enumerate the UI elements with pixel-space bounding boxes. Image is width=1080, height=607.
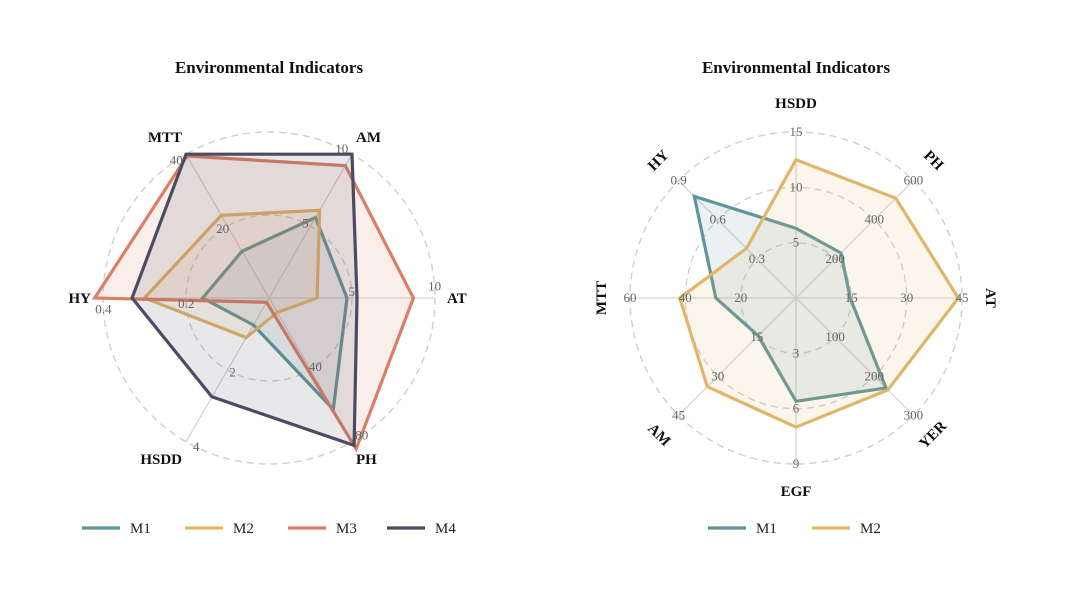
tick-label-ph: 600 bbox=[904, 173, 924, 188]
chart-title-left: Environmental Indicators bbox=[175, 58, 364, 77]
radar-chart-right: Environmental Indicators 5 10 15 200 400 600 1… bbox=[594, 58, 998, 537]
legend-label-m2: M2 bbox=[860, 521, 881, 537]
tick-label-egf: 6 bbox=[793, 401, 800, 416]
axis-label-at: AT bbox=[982, 288, 998, 308]
tick-label-mtt: 20 bbox=[216, 221, 229, 236]
legend-item-m4: M4 bbox=[387, 521, 456, 537]
legend-item-m2: M2 bbox=[812, 521, 881, 537]
tick-label-egf: 9 bbox=[793, 456, 800, 471]
legend-label-m4: M4 bbox=[435, 521, 456, 537]
axis-spoke bbox=[268, 153, 353, 299]
series-m3-area bbox=[91, 154, 416, 453]
axis-spoke bbox=[185, 153, 270, 299]
axis-spoke bbox=[185, 297, 270, 443]
axis-label-hsdd: HSDD bbox=[775, 96, 817, 112]
tick-label-hy: 0.9 bbox=[670, 173, 686, 188]
chart-title-right: Environmental Indicators bbox=[702, 58, 891, 77]
tick-label-yer: 100 bbox=[825, 329, 845, 344]
legend-item-m3: M3 bbox=[288, 521, 357, 537]
axis-label-mtt: MTT bbox=[148, 130, 182, 146]
tick-label-hy: 0.4 bbox=[95, 302, 112, 317]
axis-label-mtt: MTT bbox=[594, 281, 610, 315]
tick-label-hsdd: 2 bbox=[229, 365, 236, 380]
tick-label-hsdd: 10 bbox=[790, 179, 803, 194]
tick-label-mtt: 60 bbox=[624, 290, 637, 305]
tick-label-ph: 40 bbox=[309, 359, 322, 374]
axis-label-egf: EGF bbox=[781, 484, 812, 500]
tick-label-am: 30 bbox=[711, 368, 724, 383]
tick-label-am: 5 bbox=[302, 215, 309, 230]
tick-label-hsdd: 15 bbox=[790, 124, 803, 139]
axis-label-yer: YER bbox=[916, 418, 950, 452]
tick-label-at: 5 bbox=[349, 284, 356, 299]
legend-label-m3: M3 bbox=[336, 521, 357, 537]
tick-label-at: 30 bbox=[900, 290, 913, 305]
legend-label-m1: M1 bbox=[756, 521, 777, 537]
legend-label-m1: M1 bbox=[130, 521, 151, 537]
tick-label-mtt: 20 bbox=[734, 290, 747, 305]
series-m1-area bbox=[692, 193, 889, 404]
legend-item-m2: M2 bbox=[185, 521, 254, 537]
tick-label-yer: 200 bbox=[865, 368, 885, 383]
tick-label-hsdd: 4 bbox=[193, 439, 200, 454]
series-m2-area bbox=[677, 157, 961, 429]
tick-label-am: 45 bbox=[672, 407, 685, 422]
tick-label-egf: 3 bbox=[793, 345, 800, 360]
axis-label-hy: HY bbox=[645, 147, 672, 174]
tick-label-at: 45 bbox=[956, 290, 969, 305]
tick-label-hy: 0.2 bbox=[178, 296, 194, 311]
axis-spoke bbox=[678, 297, 797, 416]
tick-label-hy: 0.3 bbox=[749, 251, 765, 266]
tick-label-ph: 400 bbox=[865, 212, 885, 227]
radar-chart-left: Environmental Indicators 5 10 40 80 2 4 0.2 0.4… bbox=[69, 58, 467, 537]
axis-label-am: AM bbox=[356, 130, 381, 146]
axis-label-hsdd: HSDD bbox=[140, 452, 182, 468]
axis-label-ph: PH bbox=[356, 452, 377, 468]
axis-label-at: AT bbox=[447, 291, 467, 307]
tick-label-ph: 80 bbox=[355, 428, 368, 443]
legend-item-m1: M1 bbox=[82, 521, 151, 537]
tick-label-am: 10 bbox=[335, 141, 348, 156]
axis-spoke bbox=[795, 180, 914, 299]
axis-label-ph: PH bbox=[920, 148, 946, 174]
axis-spoke bbox=[795, 297, 914, 416]
tick-label-mtt: 40 bbox=[170, 152, 183, 167]
axis-spoke bbox=[678, 180, 797, 299]
series-m4-area bbox=[130, 152, 359, 448]
tick-label-mtt: 40 bbox=[679, 290, 692, 305]
tick-label-ph: 200 bbox=[825, 251, 845, 266]
tick-label-hsdd: 5 bbox=[793, 235, 800, 250]
tick-label-at: 15 bbox=[845, 290, 858, 305]
tick-label-hy: 0.6 bbox=[710, 212, 727, 227]
axis-label-hy: HY bbox=[69, 291, 92, 307]
tick-label-am: 15 bbox=[750, 329, 763, 344]
tick-label-yer: 300 bbox=[904, 407, 924, 422]
legend-label-m2: M2 bbox=[233, 521, 254, 537]
tick-label-at: 10 bbox=[428, 278, 441, 293]
legend-item-m1: M1 bbox=[708, 521, 777, 537]
axis-label-am: AM bbox=[644, 421, 673, 450]
